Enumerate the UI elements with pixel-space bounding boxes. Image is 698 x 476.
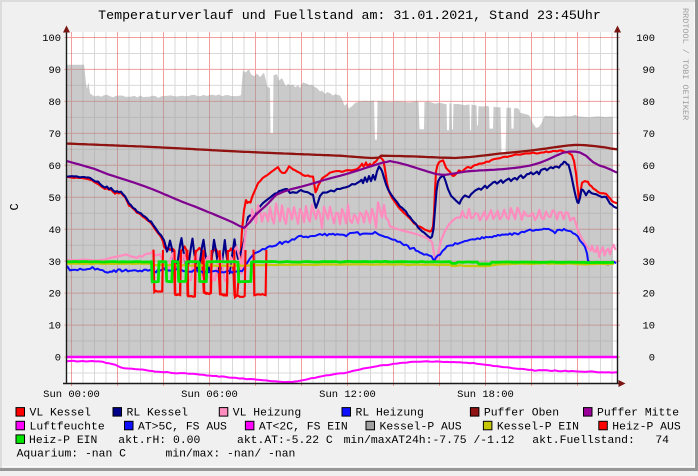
svg-text:Puffer Oben: Puffer Oben <box>484 408 559 420</box>
svg-text:Sun 18:00: Sun 18:00 <box>457 389 514 401</box>
svg-text:RRDTOOL / TOBI OETIKER: RRDTOOL / TOBI OETIKER <box>680 8 690 120</box>
svg-text:10: 10 <box>49 321 61 333</box>
svg-text:C: C <box>8 203 22 210</box>
svg-text:AT>5C, FS AUS: AT>5C, FS AUS <box>138 421 227 433</box>
svg-text:RL Kessel: RL Kessel <box>127 408 189 420</box>
svg-text:20: 20 <box>643 289 655 301</box>
svg-text:60: 60 <box>49 161 61 173</box>
svg-text:Sun 00:00: Sun 00:00 <box>43 389 100 401</box>
svg-text:VL Heizung: VL Heizung <box>233 408 301 420</box>
svg-text:Kessel-P EIN: Kessel-P EIN <box>497 421 579 433</box>
svg-text:100: 100 <box>42 33 61 45</box>
svg-text:20: 20 <box>49 289 61 301</box>
svg-text:akt.Fuellstand: 74: akt.Fuellstand: 74 <box>532 435 669 447</box>
svg-text:10: 10 <box>643 321 655 333</box>
svg-text:Heiz-P EIN: Heiz-P EIN <box>29 435 97 447</box>
svg-text:80: 80 <box>49 97 61 109</box>
svg-text:80: 80 <box>643 97 655 109</box>
svg-text:akt.rH: 0.00: akt.rH: 0.00 <box>118 435 200 447</box>
svg-text:min/maxAT24h:-7.75 /-1.12: min/maxAT24h:-7.75 /-1.12 <box>344 435 515 447</box>
svg-text:30: 30 <box>643 257 655 269</box>
svg-text:akt.AT:-5.22 C: akt.AT:-5.22 C <box>237 435 333 447</box>
svg-text:70: 70 <box>49 129 61 141</box>
svg-text:50: 50 <box>643 193 655 205</box>
svg-text:AT<2C, FS EIN: AT<2C, FS EIN <box>259 421 348 433</box>
svg-text:VL Kessel: VL Kessel <box>30 408 92 420</box>
svg-text:Sun 06:00: Sun 06:00 <box>181 389 238 401</box>
svg-text:60: 60 <box>643 161 655 173</box>
svg-text:Kessel-P AUS: Kessel-P AUS <box>380 421 462 433</box>
svg-text:min/max: -nan/ -nan: min/max: -nan/ -nan <box>166 449 296 461</box>
svg-text:40: 40 <box>49 225 61 237</box>
svg-text:Temperaturverlauf und Fuellsta: Temperaturverlauf und Fuellstand am: 31.… <box>98 8 601 23</box>
svg-text:Aquarium: -nan C: Aquarium: -nan C <box>17 449 127 461</box>
svg-text:90: 90 <box>49 65 61 77</box>
svg-text:RL Heizung: RL Heizung <box>356 408 424 420</box>
svg-text:30: 30 <box>49 257 61 269</box>
svg-text:Sun 12:00: Sun 12:00 <box>319 389 376 401</box>
svg-text:Luftfeuchte: Luftfeuchte <box>30 421 105 433</box>
svg-text:50: 50 <box>49 193 61 205</box>
svg-text:0: 0 <box>649 353 655 365</box>
svg-text:Puffer Mitte: Puffer Mitte <box>597 408 679 420</box>
svg-text:90: 90 <box>643 65 655 77</box>
svg-text:Heiz-P AUS: Heiz-P AUS <box>612 421 681 433</box>
svg-text:40: 40 <box>643 225 655 237</box>
svg-text:70: 70 <box>643 129 655 141</box>
svg-text:100: 100 <box>636 33 655 45</box>
svg-text:0: 0 <box>55 353 61 365</box>
